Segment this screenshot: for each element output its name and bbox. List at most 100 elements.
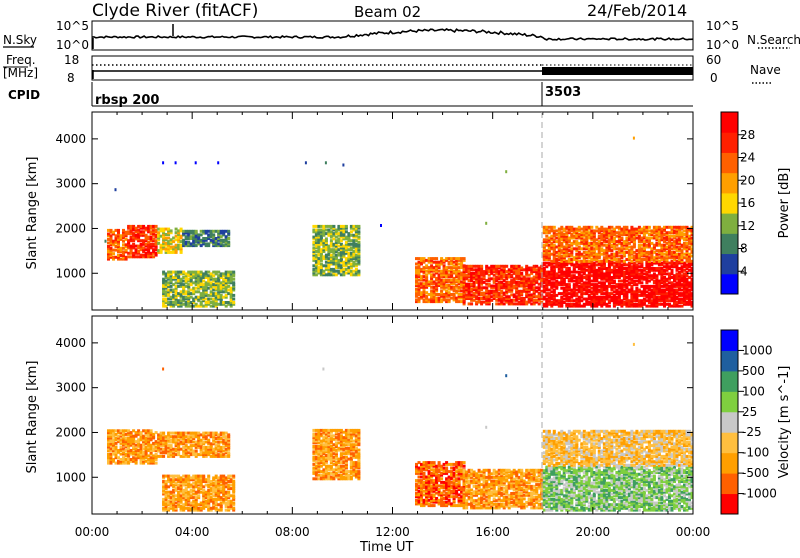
data-cell [671,269,674,272]
y-tick-label: 1000 [55,266,86,280]
data-cell [212,233,215,236]
data-cell [648,226,651,229]
data-cell [505,265,508,268]
data-cell [600,260,603,263]
data-cell [660,285,663,288]
data-cell [115,188,117,191]
data-cell [483,270,486,273]
data-cell [180,455,183,458]
data-cell [345,225,348,228]
data-cell [633,137,635,140]
data-cell [423,266,426,269]
data-cell [162,455,165,458]
data-cell [505,170,507,173]
data-cell [195,450,198,453]
data-cell [227,433,230,436]
data-cell [625,226,628,229]
y-tick-label: 3000 [55,177,86,191]
data-cell [590,226,593,229]
data-cell [180,278,183,281]
data-cell [485,222,487,225]
data-cell [600,281,603,284]
freq-strip: Freq. [MHz] 18 8 60 0 Nave [3,53,781,85]
station-title: Clyde River (fitACF) [92,1,258,21]
nsearch-tick-bottom: 10^0 [706,38,739,52]
data-cell [122,447,125,450]
power-panel: Slant Range [km] 1000 2000 3000 4000 [25,112,694,310]
data-cell [232,301,235,304]
data-cell [483,286,486,289]
data-cell [105,240,107,243]
data-cell [180,290,183,293]
data-cell [600,296,603,299]
nsky-tick-bottom: 10^0 [56,38,89,52]
data-cell [480,265,483,268]
data-cell [423,298,426,301]
data-cell [162,432,165,435]
data-cell [175,161,177,164]
cpid-entry-1: 3503 [545,85,581,100]
data-cell [115,446,118,449]
data-cell [435,257,438,260]
data-cell [342,164,344,167]
y-tick-label: 4000 [55,132,86,146]
date-title: 24/Feb/2014 [587,1,687,20]
data-cell [357,225,360,228]
cpid-label: CPID [8,88,40,102]
data-cell [423,279,426,282]
data-cell [423,282,426,285]
data-cell [122,240,125,243]
nsky-label: N.Sky [3,33,37,47]
data-cell [170,444,173,447]
data-cell [122,429,125,432]
nave-tick-top: 60 [706,53,721,67]
nsearch-tick-top: 10^5 [706,19,739,33]
data-cell [660,228,663,231]
y-tick-label: 2000 [55,221,86,235]
data-cell [155,462,158,465]
cpid-entry-0: rbsp 200 [95,93,159,108]
data-cell [232,278,235,281]
data-cell [227,241,230,244]
nsky-strip: N.Sky 10^5 10^0 10^5 10^0 N.Search [3,19,800,52]
data-cell [470,302,473,305]
data-cell [640,281,643,284]
data-cell [660,289,663,292]
data-cell [463,257,466,260]
data-cell [227,230,230,233]
data-cell [195,230,198,233]
data-cell [122,243,125,246]
power-ylabel: Slant Range [km] [25,157,40,270]
data-cell [180,432,183,435]
freq-block-late [542,67,693,75]
data-cell [568,267,571,270]
data-cell [613,280,616,283]
data-cell [180,299,183,302]
data-cell [180,448,183,451]
data-cell [155,225,158,228]
data-cell [232,294,235,297]
data-cell [423,257,426,260]
beam-title: Beam 02 [354,3,421,21]
data-cell [483,292,486,295]
freq-tick-bottom: 8 [67,71,75,85]
data-cell [660,244,663,247]
data-cell [207,439,210,442]
data-cell [122,456,125,459]
data-cell [600,226,603,229]
data-cell [483,281,486,284]
data-cell [357,236,360,239]
data-cell [325,237,328,240]
data-cell [117,229,120,232]
data-cell [423,275,426,278]
data-cell [112,252,115,255]
nave-label: Nave [750,63,781,77]
data-cell [357,270,360,273]
data-cell [180,271,183,274]
data-cell [325,161,327,164]
data-cell [600,247,603,250]
data-cell [357,241,360,244]
data-cell [182,239,185,242]
data-cell [227,237,230,240]
data-cell [182,230,185,233]
